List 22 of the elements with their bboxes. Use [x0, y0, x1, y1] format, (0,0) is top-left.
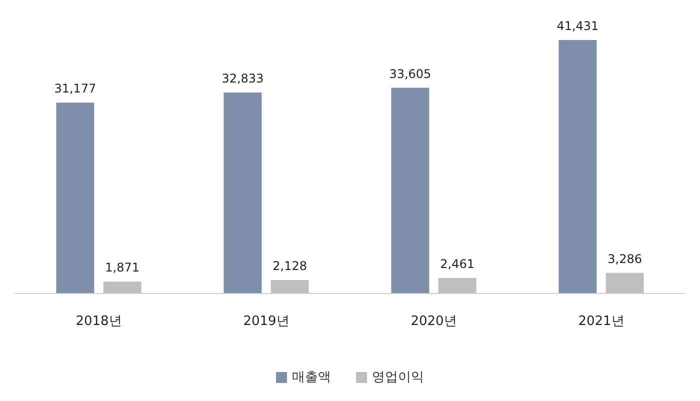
x-tick-label: 2019년 [243, 314, 290, 329]
data-label: 2,461 [440, 256, 474, 271]
data-label: 33,605 [389, 66, 432, 81]
bar [438, 278, 476, 293]
bar [606, 272, 644, 293]
legend-label: 매출액 [292, 370, 331, 385]
bar [56, 102, 94, 293]
bar [558, 40, 597, 293]
data-label: 31,177 [54, 82, 96, 96]
data-label: 1,871 [105, 260, 140, 275]
legend-label: 영업이익 [372, 370, 424, 385]
bar [224, 92, 262, 293]
data-label: 41,431 [556, 19, 599, 33]
bar [270, 280, 309, 293]
data-label: 2,128 [272, 259, 307, 274]
bar [391, 88, 430, 293]
data-label: 32,833 [222, 72, 264, 86]
data-label: 3,286 [608, 252, 642, 266]
x-tick-label: 2020년 [410, 314, 457, 329]
x-tick-label: 2021년 [578, 314, 624, 329]
bar [103, 282, 142, 293]
x-tick-label: 2018년 [76, 314, 122, 329]
